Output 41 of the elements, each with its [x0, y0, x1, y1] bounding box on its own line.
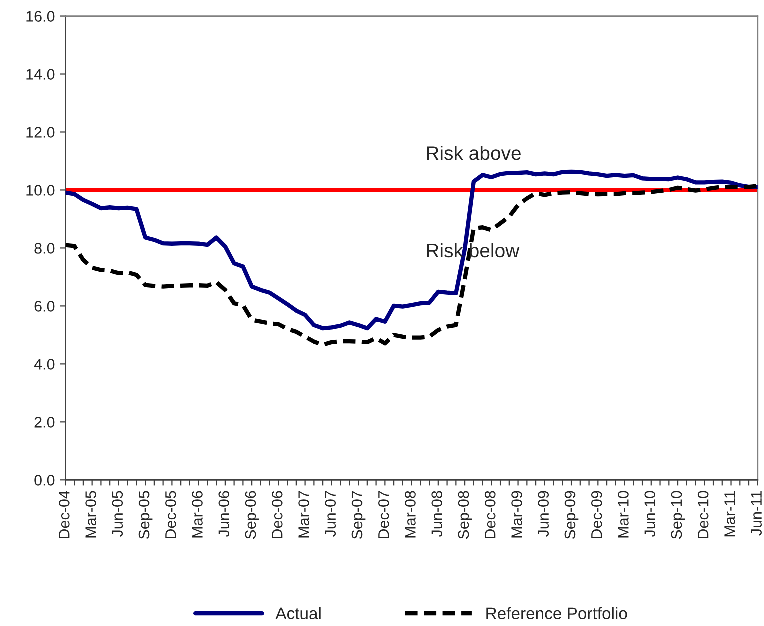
y-tick-label: 8.0	[34, 243, 55, 254]
x-tick-label: Jun-09	[538, 491, 550, 538]
x-tick-label: Jun-10	[644, 491, 656, 538]
x-tick-label: Mar-05	[86, 491, 96, 538]
x-tick-label: Dec-04	[58, 491, 70, 539]
x-tick-label: Dec-08	[484, 491, 496, 539]
x-tick-label: Dec-05	[165, 491, 176, 539]
x-tick-label: Mar-06	[192, 491, 203, 538]
annotation: Risk above	[427, 146, 521, 160]
x-tick-label: Dec-07	[378, 491, 390, 539]
y-tick-label: 6.0	[34, 301, 55, 312]
x-tick-label: Jun-11	[751, 491, 762, 536]
x-tick-label: Mar-08	[405, 491, 416, 538]
legend-label: Actual	[276, 607, 321, 620]
line-series	[66, 170, 758, 331]
x-tick-label: Sep-05	[138, 491, 153, 540]
legend-label: Reference Portfolio	[486, 607, 628, 620]
x-tick-label: Mar-07	[298, 491, 310, 538]
x-tick-label: Sep-09	[564, 491, 579, 540]
y-tick-label: 10.0	[26, 185, 55, 196]
x-tick-label: Jun-08	[432, 491, 443, 538]
x-tick-label: Mar-10	[618, 491, 629, 538]
y-tick-label: 0.0	[34, 475, 55, 486]
x-tick-label: Sep-07	[352, 491, 366, 540]
y-tick-label: 14.0	[26, 69, 55, 80]
x-tick-label: Sep-06	[245, 491, 260, 540]
x-tick-label: Jun-05	[112, 491, 124, 538]
x-tick-label: Dec-10	[698, 491, 709, 539]
line-series	[66, 184, 758, 348]
x-tick-label: Mar-11	[724, 491, 736, 537]
y-tick-label: 16.0	[26, 11, 55, 22]
x-tick-label: Dec-06	[272, 491, 283, 539]
x-tick-label: Dec-09	[591, 491, 602, 539]
x-tick-label: Jun-06	[218, 491, 230, 538]
y-tick-label: 4.0	[34, 359, 55, 370]
x-tick-label: Sep-08	[458, 491, 472, 540]
y-tick-label: 12.0	[26, 127, 55, 138]
x-tick-label: Mar-09	[512, 491, 522, 538]
x-tick-label: Sep-10	[671, 491, 686, 540]
x-tick-label: Jun-07	[325, 491, 336, 538]
y-tick-label: 2.0	[34, 417, 55, 428]
